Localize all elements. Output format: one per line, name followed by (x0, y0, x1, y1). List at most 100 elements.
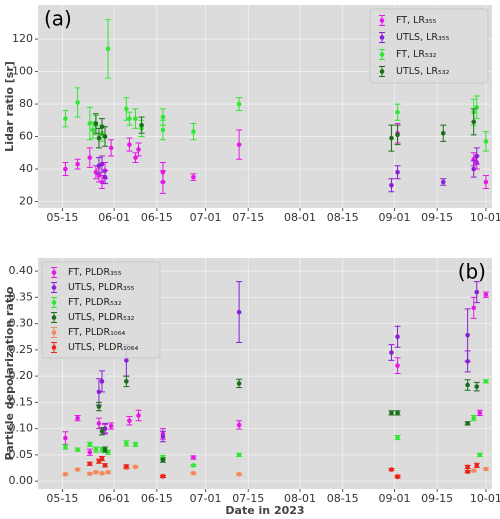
x-tick-label: 09-01 (379, 492, 411, 505)
data-point (87, 461, 93, 467)
x-tick-label: 09-15 (421, 492, 453, 505)
y-tick-label: 0.35 (9, 290, 34, 303)
x-tick-label: 08-01 (284, 492, 316, 505)
data-point (389, 135, 394, 141)
data-point (395, 334, 400, 340)
y-tick-label: 0.40 (9, 264, 34, 277)
data-point (477, 452, 483, 458)
y-axis-label: Lidar ratio [sr] (3, 61, 16, 152)
data-point (96, 421, 102, 426)
data-point (124, 441, 129, 446)
data-point (483, 292, 489, 298)
data-point (63, 116, 68, 121)
data-point (471, 166, 477, 172)
x-tick-label: 08-15 (327, 492, 359, 505)
x-tick-label: 07-01 (190, 211, 222, 224)
data-point (75, 447, 80, 452)
data-point (93, 469, 99, 475)
y-tick-label: 0.05 (9, 448, 34, 461)
x-tick-label: 06-01 (98, 211, 130, 224)
legend-label: UTLS, PLDR₃₅₅ (68, 282, 135, 293)
data-point (465, 421, 470, 426)
data-point (160, 457, 166, 463)
data-point (63, 435, 68, 441)
data-point (160, 474, 166, 479)
legend-label: UTLS, PLDR₅₃₂ (68, 312, 135, 323)
data-point (477, 410, 483, 416)
data-point (102, 134, 108, 139)
legend-marker (51, 345, 57, 350)
data-point (102, 463, 108, 468)
data-point (160, 127, 166, 133)
legend-marker (379, 69, 385, 74)
data-point (124, 358, 129, 363)
x-tick-label: 06-15 (141, 211, 173, 224)
data-point (236, 452, 242, 458)
data-point (63, 472, 68, 477)
x-tick-label: 09-01 (379, 211, 411, 224)
legend-label: FT, PLDR₁₀₆₄ (68, 327, 126, 338)
data-point (483, 179, 489, 185)
data-point (105, 449, 111, 455)
x-tick-label: 05-15 (46, 211, 78, 224)
data-point (133, 442, 138, 447)
data-point (124, 379, 129, 384)
data-point (96, 458, 102, 464)
data-point (96, 389, 102, 395)
data-point (87, 471, 93, 477)
data-point (99, 124, 105, 130)
data-point (395, 109, 400, 115)
legend-label: FT, PLDR₅₃₂ (68, 297, 122, 308)
data-point (191, 174, 196, 180)
data-point (87, 442, 93, 447)
data-point (136, 413, 141, 418)
data-point (191, 463, 196, 468)
data-point (395, 169, 400, 175)
data-point (465, 332, 470, 338)
legend-box (369, 8, 489, 84)
x-tick-label: 07-01 (190, 492, 222, 505)
data-point (236, 422, 242, 428)
data-point (102, 447, 108, 452)
data-point (75, 161, 80, 167)
legend-marker (51, 330, 57, 335)
data-point (160, 434, 166, 439)
data-point (99, 161, 105, 167)
y-tick-label: 60 (19, 130, 33, 143)
legend-box (41, 261, 161, 359)
data-point (191, 455, 196, 460)
data-point (75, 467, 80, 472)
data-point (105, 469, 111, 475)
x-tick-label: 08-15 (327, 211, 359, 224)
data-point (471, 415, 477, 421)
y-tick-label: 80 (19, 97, 33, 110)
y-tick-label: 0.30 (9, 317, 34, 330)
y-tick-label: 0.15 (9, 395, 34, 408)
data-point (127, 418, 132, 424)
data-point (389, 350, 394, 355)
x-tick-label: 08-01 (284, 211, 316, 224)
data-point (474, 384, 480, 389)
data-point (474, 463, 480, 468)
data-point (63, 166, 68, 172)
legend-marker (51, 285, 57, 290)
x-tick-label: 10-01 (470, 211, 500, 224)
panel-label: (b) (458, 260, 486, 284)
legend-marker (379, 52, 385, 57)
data-point (395, 410, 400, 416)
data-point (87, 155, 93, 160)
x-tick-label: 09-15 (421, 211, 453, 224)
y-tick-label: 0.10 (9, 422, 34, 435)
data-point (474, 153, 480, 159)
y-tick-label: 120 (12, 32, 33, 45)
x-tick-label: 06-01 (98, 492, 130, 505)
data-point (483, 379, 489, 384)
data-point (395, 132, 400, 138)
legend-label: FT, LR₃₅₅ (396, 15, 437, 26)
data-point (471, 119, 477, 125)
data-point (90, 127, 96, 133)
x-tick-label: 07-15 (232, 492, 264, 505)
data-point (124, 106, 129, 112)
data-point (389, 182, 394, 188)
data-point (395, 435, 400, 440)
